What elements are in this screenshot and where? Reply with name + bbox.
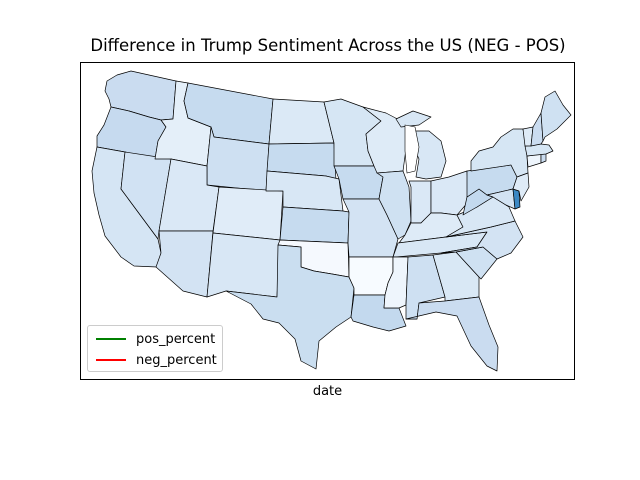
map-axes: [80, 62, 575, 380]
state-me: [540, 90, 572, 142]
legend-entry-neg: neg_percent: [96, 351, 217, 369]
legend-line-pos: [96, 338, 126, 340]
legend-entry-pos: pos_percent: [96, 330, 215, 348]
state-ia: [333, 165, 384, 200]
us-states-map: [91, 70, 572, 372]
state-ks: [279, 206, 350, 244]
legend-label-pos: pos_percent: [136, 331, 216, 347]
state-az: [155, 230, 214, 298]
state-fl: [405, 296, 499, 372]
state-nd: [268, 98, 335, 145]
state-ri: [540, 153, 547, 164]
state-nh: [530, 112, 544, 147]
lake-michigan: [404, 124, 420, 174]
state-nj: [512, 172, 530, 202]
states-layer: [91, 70, 572, 372]
x-axis-label: date: [312, 384, 343, 399]
legend-label-neg: neg_percent: [136, 352, 217, 368]
state-nm: [206, 232, 281, 298]
legend: pos_percent neg_percent: [87, 325, 223, 372]
state-tx: [225, 244, 355, 370]
state-il: [376, 170, 412, 240]
state-co: [212, 186, 284, 241]
legend-line-neg: [96, 359, 126, 361]
map-title: Difference in Trump Sentiment Across the…: [90, 36, 566, 55]
state-md: [486, 188, 516, 210]
